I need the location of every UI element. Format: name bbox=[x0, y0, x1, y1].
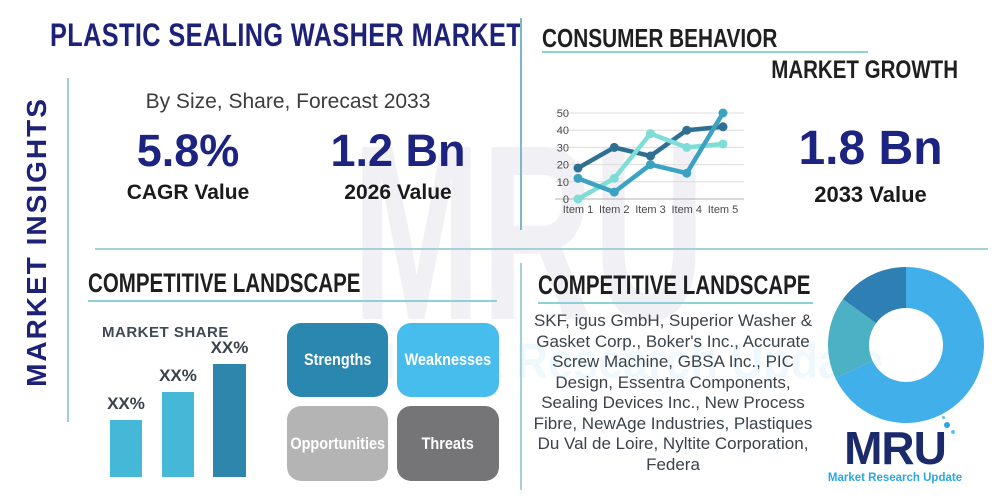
donut-slice-light-blue bbox=[835, 267, 984, 423]
series-dark-blue-point bbox=[609, 142, 619, 152]
market-share-label: MARKET SHARE bbox=[102, 324, 229, 341]
series-light-teal-point bbox=[682, 142, 692, 152]
series-medium-teal-point bbox=[646, 160, 655, 170]
cagr-stat: 5.8% CAGR Value bbox=[103, 122, 273, 205]
logo-droplet-icon bbox=[941, 416, 945, 419]
market-share-bar-label: XX% bbox=[107, 394, 145, 413]
background-watermark-logo: MRU bbox=[352, 93, 705, 372]
series-medium-teal-point bbox=[573, 173, 583, 183]
swot-weaknesses-box: Weaknesses bbox=[397, 323, 499, 397]
forecast-stat: 1.8 Bn 2033 Value bbox=[788, 118, 953, 208]
market-share-bar bbox=[110, 420, 142, 477]
swot-weaknesses-label: Weaknesses bbox=[404, 350, 492, 369]
series-dark-blue-point bbox=[646, 151, 655, 161]
series-light-teal-point bbox=[573, 194, 583, 204]
y-tick-label: 50 bbox=[557, 108, 569, 120]
left-rail-divider bbox=[67, 78, 69, 422]
x-tick-label: Item 4 bbox=[671, 204, 702, 216]
x-tick-label: Item 5 bbox=[708, 204, 739, 216]
x-tick-label: Item 1 bbox=[563, 204, 594, 216]
swot-opportunities-box: Opportunities bbox=[287, 406, 388, 481]
key-companies-text: SKF, igus GmbH, Superior Washer & Gasket… bbox=[533, 311, 813, 474]
base-year-value: 1.2 Bn bbox=[330, 125, 466, 176]
base-year-label: 2026 Value bbox=[344, 180, 452, 204]
market-share-bar bbox=[162, 392, 194, 477]
market-share-donut-chart bbox=[828, 267, 984, 423]
competitive-landscape-right-underline bbox=[538, 302, 813, 304]
donut-slice-dark-blue bbox=[842, 267, 906, 324]
series-medium-teal-point bbox=[718, 108, 728, 118]
x-tick-label: Item 2 bbox=[599, 204, 630, 216]
y-tick-label: 20 bbox=[557, 160, 569, 172]
market-share-bar-label: XX% bbox=[159, 366, 197, 385]
consumer-behavior-underline bbox=[542, 51, 868, 53]
brand-logo: MRU Market Research Update bbox=[825, 416, 965, 485]
brand-logo-text: MRU bbox=[844, 416, 955, 472]
swot-strengths-label: Strengths bbox=[303, 350, 372, 369]
logo-droplet-icon bbox=[950, 430, 955, 434]
brand-tagline: Market Research Update bbox=[827, 472, 963, 485]
logo-droplet-icon bbox=[943, 422, 950, 428]
market-growth-heading: MARKET GROWTH bbox=[771, 56, 958, 84]
y-tick-label: 40 bbox=[557, 125, 569, 137]
series-medium-teal-point bbox=[609, 187, 619, 197]
cagr-label: CAGR Value bbox=[126, 180, 250, 204]
y-tick-label: 0 bbox=[563, 194, 569, 206]
donut-slice-teal bbox=[828, 299, 877, 379]
swot-opportunities-label: Opportunities bbox=[290, 433, 385, 453]
swot-strengths-box: Strengths bbox=[287, 323, 388, 397]
series-dark-blue-point bbox=[573, 163, 583, 173]
vertical-divider-bottom bbox=[520, 263, 522, 490]
x-tick-label: Item 3 bbox=[635, 204, 666, 216]
vertical-section-label: MARKET INSIGHTS bbox=[21, 97, 52, 387]
consumer-behavior-line-chart: 0 10 20 30 40 50 Item 1 Item 2 Item 3 Item 4 Item … bbox=[555, 108, 744, 216]
page-title: PLASTIC SEALING WASHER MARKET bbox=[50, 17, 523, 53]
market-share-bar bbox=[213, 364, 246, 477]
report-subtitle: By Size, Share, Forecast 2033 bbox=[145, 90, 431, 113]
cagr-value: 5.8% bbox=[136, 125, 240, 176]
vertical-divider-top bbox=[520, 18, 522, 230]
competitive-landscape-right-heading: COMPETITIVE LANDSCAPE bbox=[538, 270, 811, 300]
series-light-teal-point bbox=[609, 173, 619, 183]
consumer-behavior-heading: CONSUMER BEHAVIOR bbox=[542, 23, 778, 53]
market-share-bar-label: XX% bbox=[210, 338, 249, 357]
competitive-landscape-left-underline bbox=[88, 300, 497, 302]
forecast-value: 1.8 Bn bbox=[798, 122, 943, 175]
y-tick-label: 10 bbox=[557, 177, 569, 189]
series-light-teal-point bbox=[646, 129, 655, 139]
base-year-stat: 1.2 Bn 2026 Value bbox=[313, 122, 483, 205]
swot-threats-label: Threats bbox=[421, 433, 475, 453]
y-tick-label: 30 bbox=[557, 142, 569, 154]
series-medium-teal-point bbox=[682, 168, 692, 178]
forecast-label: 2033 Value bbox=[814, 182, 927, 208]
series-dark-blue-point bbox=[682, 125, 692, 135]
horizontal-divider bbox=[95, 248, 988, 250]
series-dark-blue-point bbox=[718, 122, 728, 132]
swot-threats-box: Threats bbox=[397, 406, 499, 481]
series-light-teal-point bbox=[718, 139, 728, 149]
market-share-bar-chart: XX% XX% XX% bbox=[107, 337, 248, 477]
competitive-landscape-left-heading: COMPETITIVE LANDSCAPE bbox=[88, 268, 361, 298]
